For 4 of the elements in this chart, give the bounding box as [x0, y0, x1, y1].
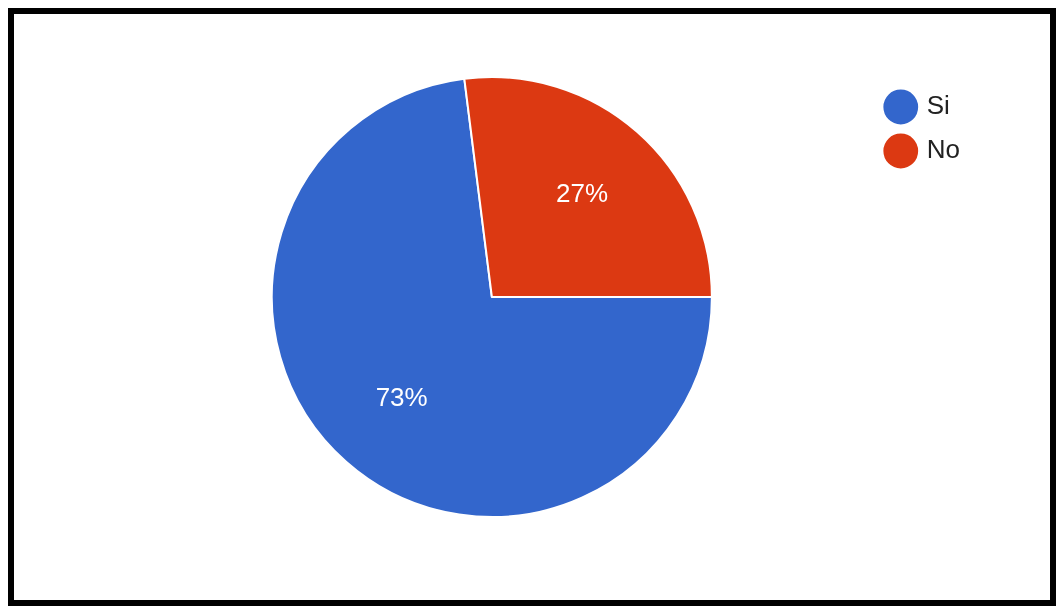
data-label: 73%: [375, 382, 428, 413]
legend-label: Si: [926, 90, 950, 121]
legend-label: No: [926, 134, 961, 165]
data-label: 27%: [556, 177, 609, 208]
